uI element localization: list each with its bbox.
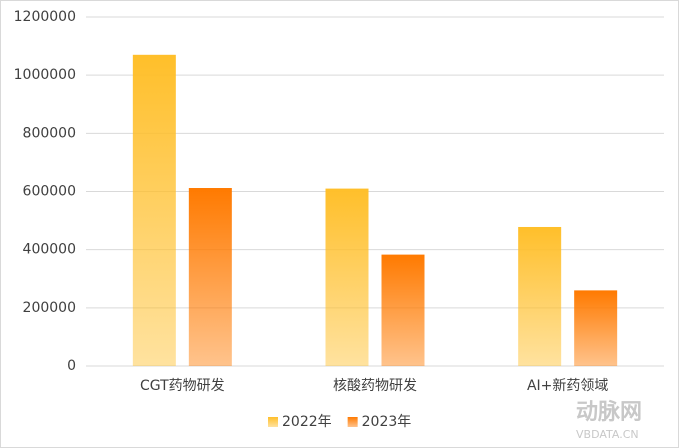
bar: [188, 188, 232, 366]
legend-swatch: [347, 417, 358, 427]
y-tick-label: 400000: [23, 242, 76, 258]
bar: [518, 226, 562, 366]
bar: [574, 290, 618, 366]
watermark-name: 动脉网: [576, 400, 642, 425]
y-tick-label: 1000000: [14, 67, 76, 83]
y-tick-label: 800000: [23, 125, 76, 141]
x-tick-label: CGT药物研发: [140, 378, 225, 394]
y-tick-label: 0: [67, 358, 76, 374]
x-tick-label: AI+新药领域: [527, 378, 608, 394]
y-tick-label: 600000: [23, 184, 76, 200]
y-tick-label: 1200000: [14, 9, 76, 25]
legend-label: 2022年: [282, 414, 332, 430]
x-tick-label: 核酸药物研发: [333, 378, 417, 394]
bar: [381, 254, 425, 366]
bar: [325, 188, 369, 366]
legend-swatch: [268, 417, 278, 427]
bar: [132, 54, 176, 366]
watermark-url: VBDATA.CN: [576, 428, 639, 441]
y-tick-label: 200000: [23, 300, 76, 316]
legend-label: 2023年: [362, 414, 412, 430]
